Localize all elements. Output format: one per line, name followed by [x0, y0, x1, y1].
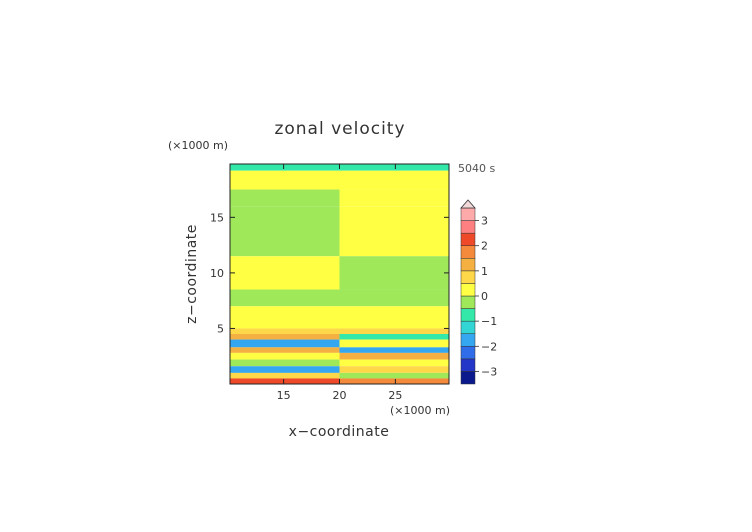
- colorbar-tick-label: 3: [481, 215, 488, 228]
- colorbar-swatch: [460, 333, 476, 347]
- field-band-left: [230, 372, 340, 379]
- colorbar-swatch: [460, 220, 476, 234]
- field-band-right: [339, 339, 449, 348]
- colorbar-swatch: [460, 270, 476, 284]
- field-band-right: [339, 206, 449, 257]
- plot-area: [230, 164, 449, 384]
- field-band-left: [230, 366, 340, 373]
- colorbar-swatch: [460, 258, 476, 272]
- field-band-right: [339, 256, 449, 290]
- field-band-left: [230, 339, 340, 348]
- colorbar-swatch: [460, 232, 476, 246]
- field-band-right: [339, 334, 449, 340]
- colorbar-tick-label: 2: [481, 240, 488, 253]
- y-tick-label: 15: [210, 211, 224, 224]
- field-band-right: [339, 170, 449, 190]
- y-axis-ticks: 5 10 15: [210, 211, 449, 335]
- colorbar-swatch: [460, 207, 476, 221]
- field-band-left: [230, 206, 340, 257]
- y-axis-label: z−coordinate: [184, 224, 200, 324]
- field-band-left: [230, 328, 340, 334]
- colorbar-tick-label: −3: [481, 365, 497, 378]
- field-band-right: [339, 328, 449, 334]
- field-band-left: [230, 359, 340, 367]
- colorbar-tick-label: −2: [481, 340, 497, 353]
- y-tick-label: 10: [210, 267, 224, 280]
- field-band-right: [339, 352, 449, 360]
- colorbar: −3 −2 −1 0 1 2 3: [460, 199, 497, 385]
- x-axis-unit: (×1000 m): [390, 404, 450, 417]
- field-band-right: [339, 306, 449, 329]
- x-tick-label: 20: [333, 389, 347, 402]
- field-band-right: [339, 366, 449, 373]
- x-tick-label: 25: [388, 389, 402, 402]
- field-band-right: [339, 289, 449, 307]
- field-band-left: [230, 306, 340, 329]
- colorbar-swatch: [460, 295, 476, 309]
- field-band-left: [230, 334, 340, 340]
- field-band-right: [339, 347, 449, 353]
- field-band-left: [230, 170, 340, 190]
- colorbar-swatch: [460, 245, 476, 259]
- colorbar-swatch: [460, 320, 476, 334]
- colorbar-swatch: [460, 308, 476, 322]
- field-band-left: [230, 378, 340, 384]
- chart-title: zonal velocity: [274, 119, 405, 139]
- colorbar-overflow-triangle: [460, 199, 476, 209]
- field-band-right: [339, 164, 449, 171]
- field-band-right: [339, 189, 449, 207]
- colorbar-swatch: [460, 371, 476, 385]
- x-axis-ticks: 15 20 25: [277, 164, 402, 402]
- colorbar-swatch: [460, 346, 476, 360]
- field-band-right: [339, 359, 449, 367]
- time-stamp: 5040 s: [458, 162, 495, 175]
- y-axis-unit: (×1000 m): [168, 139, 228, 152]
- field-band-left: [230, 289, 340, 307]
- field-band-left: [230, 164, 340, 171]
- field-band-right: [339, 372, 449, 379]
- field-band-left: [230, 256, 340, 290]
- colorbar-swatch: [460, 358, 476, 372]
- y-tick-label: 5: [217, 322, 224, 335]
- field-band-left: [230, 352, 340, 360]
- field-band-right: [339, 378, 449, 384]
- colorbar-tick-label: −1: [481, 315, 497, 328]
- x-axis-label: x−coordinate: [289, 424, 390, 440]
- colorbar-tick-label: 0: [481, 290, 488, 303]
- x-tick-label: 15: [277, 389, 291, 402]
- colorbar-swatch: [460, 283, 476, 297]
- colorbar-tick-label: 1: [481, 265, 488, 278]
- field-band-left: [230, 347, 340, 353]
- field-band-left: [230, 189, 340, 207]
